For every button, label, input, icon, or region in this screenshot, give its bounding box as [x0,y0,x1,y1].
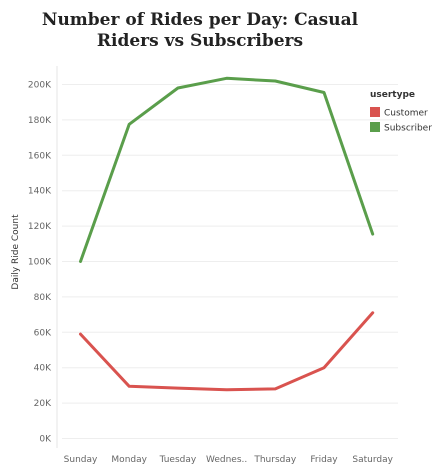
y-tick-label: 180K [28,116,52,126]
series-line-subscriber [79,76,375,263]
x-tick-label: Thursday [253,455,297,465]
legend-swatch-subscriber [370,122,380,132]
y-tick-label: 200K [28,81,52,91]
legend-label-subscriber: Subscriber [384,124,432,134]
y-axis-ticks: 0K 20K 40K 60K 80K 100K 120K 140K 160K 180K 200K [28,81,52,445]
y-axis-label: Daily Ride Count [11,214,21,290]
y-tick-label: 140K [28,187,52,197]
y-tick-label: 80K [34,293,52,303]
x-tick-label: Sunday [64,455,98,465]
y-tick-label: 40K [34,364,52,374]
y-tick-label: 120K [28,222,52,232]
y-tick-label: 100K [28,258,52,268]
x-tick-label: Friday [310,455,338,465]
y-tick-label: 0K [39,435,52,445]
legend-label-customer: Customer [384,109,428,119]
chart-title: Number of Rides per Day: Casual Riders v… [41,10,359,51]
legend: usertype Customer Subscriber [370,90,432,134]
legend-swatch-customer [370,107,380,117]
series-lines [79,76,375,392]
gridlines [56,66,398,448]
series-line-customer [79,311,375,392]
x-axis-ticks: Sunday Monday Tuesday Wednes.. Thursday Frida… [64,455,394,465]
x-tick-label: Saturday [352,455,393,465]
y-tick-label: 60K [34,328,52,338]
x-tick-label: Monday [111,455,147,465]
x-tick-label: Tuesday [159,455,197,465]
y-tick-label: 20K [34,399,52,409]
y-tick-label: 160K [28,151,52,161]
x-tick-label: Wednes.. [206,455,247,465]
legend-title: usertype [370,90,415,100]
